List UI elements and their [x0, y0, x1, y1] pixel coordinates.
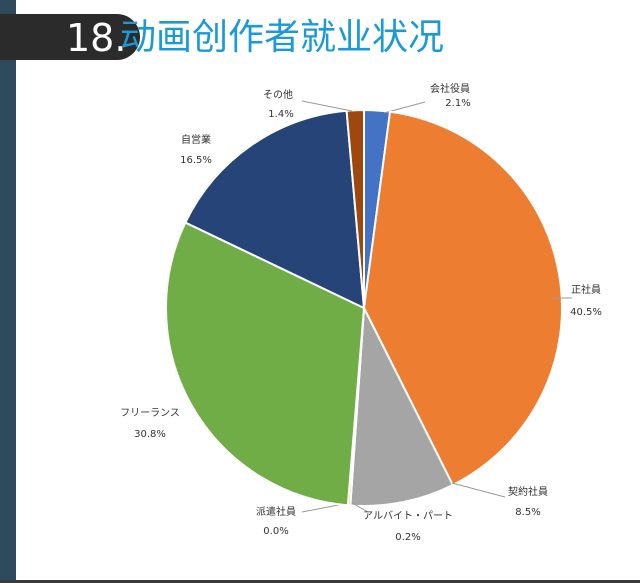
pie-slice-6 [165, 221, 366, 507]
value-label-slice-2: 40.5% [570, 307, 602, 318]
category-label-slice-2: 正社員 [571, 283, 601, 296]
value-label-slice-7: 16.5% [180, 155, 212, 166]
category-label-slice-5: 派遣社員 [256, 505, 296, 518]
left-accent-strip [0, 0, 16, 583]
category-label-slice-7: 自営業 [181, 133, 211, 146]
value-label-slice-3: 8.5% [515, 507, 540, 518]
pie-slice-3 [349, 304, 455, 507]
value-label-slice-8: 1.4% [268, 109, 293, 120]
category-label-slice-1: 会社役員 [430, 82, 470, 95]
leader-line-slice-3 [451, 482, 506, 498]
category-label-slice-8: その他 [263, 88, 293, 101]
value-label-slice-6: 30.8% [134, 429, 166, 440]
slide-number: 18. [66, 16, 127, 60]
leader-line-slice-8 [301, 100, 353, 112]
value-label-slice-1: 2.1% [445, 98, 470, 109]
category-label-slice-4: アルバイト・パート [363, 510, 453, 522]
pie-slice-2 [362, 110, 563, 487]
slide-title: 动画创作者就业状况 [120, 17, 445, 58]
pie-slice-7 [184, 109, 366, 310]
category-label-slice-6: フリーランス [120, 407, 180, 419]
bottom-rule [0, 580, 640, 583]
value-label-slice-4: 0.2% [395, 532, 420, 543]
header-number-badge [0, 14, 140, 60]
leader-line-slice-4 [351, 502, 369, 513]
pie-slice-8 [345, 108, 365, 309]
value-label-slice-5: 0.0% [263, 526, 288, 537]
category-label-slice-3: 契約社員 [508, 485, 548, 498]
